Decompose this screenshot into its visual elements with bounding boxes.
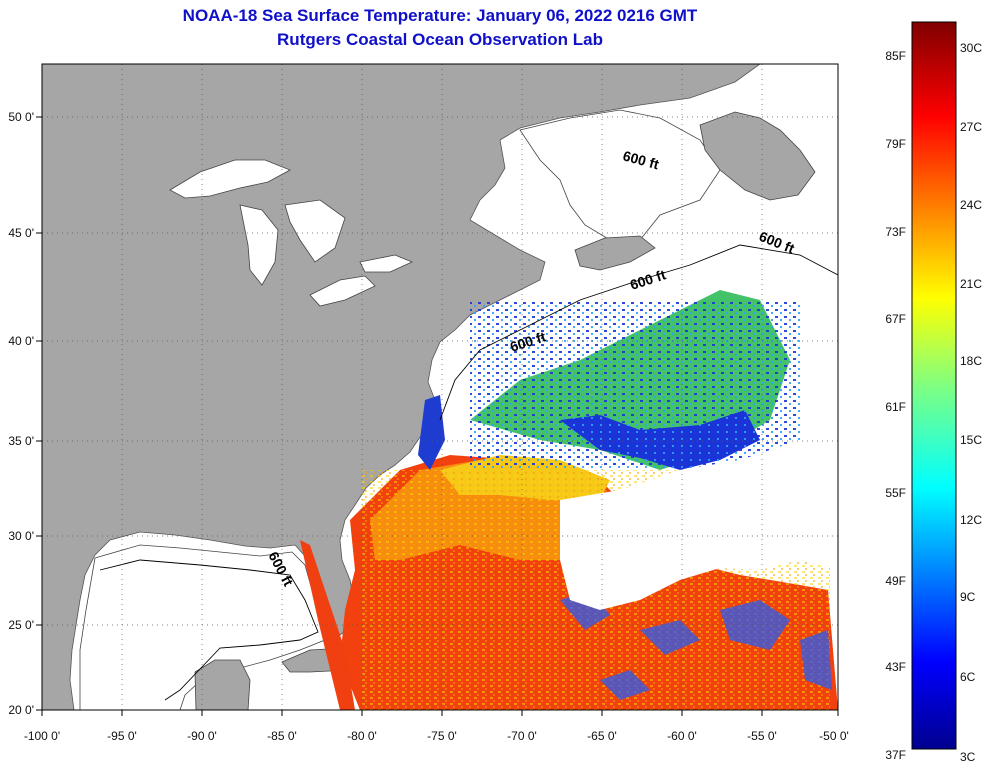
lat-tick-label: 30 0': [8, 529, 34, 543]
colorbar-f-label: 49F: [885, 574, 906, 588]
isobath-600ft: [439, 244, 838, 421]
colorbar-f-label: 61F: [885, 400, 906, 414]
colorbar-gradient: [911, 21, 957, 750]
great-lake-michigan-huron: [239, 199, 346, 286]
lon-tick-label: -70 0': [507, 729, 537, 743]
map-frame: [41, 63, 839, 711]
gulf-of-mexico: [79, 544, 336, 710]
colorbar-c-label: 12C: [960, 513, 982, 527]
island-newfoundland: [699, 111, 816, 201]
colorbar-f-label: 55F: [885, 486, 906, 500]
lon-tick-label: -85 0': [267, 729, 297, 743]
colorbar-f-label: 79F: [885, 137, 906, 151]
sst-blue-patches-south: [560, 590, 832, 700]
lon-tick-label: -100 0': [24, 729, 60, 743]
sst-speckle-cool: [470, 300, 800, 470]
gulf-st-lawrence: [519, 109, 721, 241]
lon-tick-label: -90 0': [187, 729, 217, 743]
lon-tick-label: -60 0': [667, 729, 697, 743]
land-yucatan: [194, 659, 251, 710]
island-nova-scotia: [574, 235, 656, 271]
great-lake-superior: [169, 159, 291, 199]
axis-ticks: [36, 116, 839, 716]
colorbar-f-label: 85F: [885, 49, 906, 63]
map-subtitle: Rutgers Coastal Ocean Observation Lab: [277, 30, 603, 49]
colorbar-f-label: 73F: [885, 225, 906, 239]
lat-tick-label: 20 0': [8, 703, 34, 717]
temperature-colorbar: 85F 79F 73F 67F 61F 55F 49F 43F 37F 30C …: [885, 21, 982, 764]
colorbar-f-label: 37F: [885, 748, 906, 762]
colorbar-c-label: 24C: [960, 198, 982, 212]
lat-tick-label: 25 0': [8, 618, 34, 632]
lon-tick-label: -55 0': [747, 729, 777, 743]
lat-tick-label: 45 0': [8, 226, 34, 240]
colorbar-c-label: 15C: [960, 433, 982, 447]
colorbar-c-label: 21C: [960, 277, 982, 291]
colorbar-f-label: 43F: [885, 660, 906, 674]
lon-tick-label: -75 0': [427, 729, 457, 743]
great-lake-erie-ontario: [309, 254, 414, 307]
coastal-cold-strip: [418, 395, 445, 470]
colorbar-c-label: 3C: [960, 750, 976, 764]
isobath-600ft-gulf: [99, 559, 319, 701]
colorbar-c-label: 18C: [960, 354, 982, 368]
lat-tick-label: 35 0': [8, 434, 34, 448]
colorbar-c-label: 27C: [960, 120, 982, 134]
lat-tick-label: 40 0': [8, 334, 34, 348]
sst-raster: [300, 290, 838, 710]
map-title: NOAA-18 Sea Surface Temperature: January…: [182, 6, 698, 25]
map-panel: 600 ft 600 ft 600 ft 600 ft 600 ft -100 …: [8, 63, 849, 743]
lat-tick-label: 50 0': [8, 110, 34, 124]
lon-tick-label: -95 0': [107, 729, 137, 743]
lon-tick-label: -80 0': [347, 729, 377, 743]
lon-tick-label: -65 0': [587, 729, 617, 743]
colorbar-f-label: 67F: [885, 312, 906, 326]
colorbar-c-label: 30C: [960, 41, 982, 55]
colorbar-c-label: 6C: [960, 670, 976, 684]
colorbar-c-label: 9C: [960, 590, 976, 604]
lon-tick-label: -50 0': [819, 729, 849, 743]
cloud-mask: [560, 430, 838, 610]
